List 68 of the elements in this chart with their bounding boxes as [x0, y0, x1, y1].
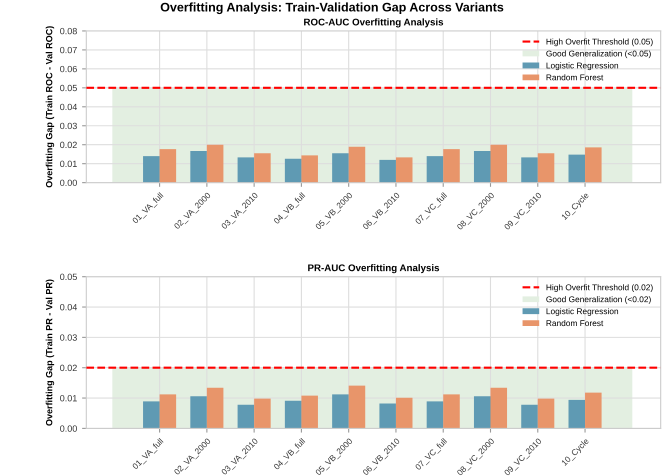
bar [190, 150, 207, 183]
bar [521, 404, 538, 428]
bar [254, 398, 271, 428]
bar [585, 147, 602, 183]
y-tick-label: 0.05 [60, 84, 77, 92]
bar [585, 392, 602, 428]
y-tick-label: 0.02 [60, 142, 77, 148]
bar [538, 153, 554, 183]
bar [238, 404, 254, 428]
bar [301, 396, 318, 428]
bar [443, 394, 460, 428]
y-tick-label: 0.01 [60, 395, 77, 402]
bar [443, 149, 460, 183]
bar [426, 401, 444, 428]
y-tick-label: 0.04 [60, 104, 78, 110]
legend-label: Logistic Regression [546, 62, 618, 70]
bar [379, 160, 396, 183]
y-tick-label: 0.03 [60, 334, 77, 341]
y-tick-label: 0.00 [60, 180, 77, 186]
y-tick-label: 0.05 [60, 274, 77, 280]
legend-label: High Overfit Threshold (0.05) [546, 38, 653, 46]
bar [538, 398, 554, 428]
bar [190, 396, 207, 428]
bar [206, 144, 224, 183]
y-tick-label: 0.03 [60, 122, 77, 130]
bar [490, 388, 508, 428]
chart-title: Overfitting Analysis: Train-Validation Gap Across Variants [160, 2, 504, 14]
y-axis-title: Overfitting Gap (Train ROC - Val ROC) [46, 26, 54, 188]
y-tick-label: 0.00 [60, 425, 77, 432]
bar [254, 153, 271, 183]
bar [332, 394, 349, 428]
bar [160, 394, 176, 428]
y-tick-label: 0.06 [60, 66, 77, 72]
y-tick-label: 0.07 [60, 46, 77, 54]
legend-label: Random Forest [546, 74, 604, 80]
bar [379, 404, 396, 428]
legend-label: Good Generalization (<0.02) [546, 296, 651, 304]
y-tick-label: 0.08 [60, 28, 77, 34]
bar [396, 398, 412, 428]
chart-subtitle: ROC-AUC Overfitting Analysis [304, 18, 444, 28]
bar [426, 156, 444, 183]
legend-label: Good Generalization (<0.05) [546, 50, 651, 58]
bar [238, 157, 254, 183]
bar [521, 157, 538, 183]
bar [396, 157, 412, 183]
bar [206, 388, 224, 428]
y-axis-title: Overfitting Gap (Train PR - Val PR) [46, 280, 54, 426]
bar [143, 401, 160, 428]
bar [332, 153, 349, 183]
bar [348, 146, 366, 183]
bar [490, 144, 508, 183]
bar [284, 400, 302, 428]
legend-label: Logistic Regression [546, 308, 618, 316]
bar [284, 158, 302, 183]
bar [348, 386, 366, 428]
y-tick-label: 0.04 [60, 304, 78, 310]
chart-title: PR-AUC Overfitting Analysis [308, 264, 440, 274]
bar [474, 396, 490, 428]
y-tick-label: 0.01 [60, 160, 77, 168]
legend-label: Random Forest [546, 320, 604, 326]
bar [301, 155, 318, 183]
bar [568, 400, 586, 428]
bar [160, 149, 176, 183]
bar [474, 150, 490, 183]
y-tick-label: 0.02 [60, 364, 77, 372]
bar [143, 156, 160, 183]
bar [568, 154, 586, 183]
legend-label: High Overfit Threshold (0.02) [546, 284, 653, 292]
